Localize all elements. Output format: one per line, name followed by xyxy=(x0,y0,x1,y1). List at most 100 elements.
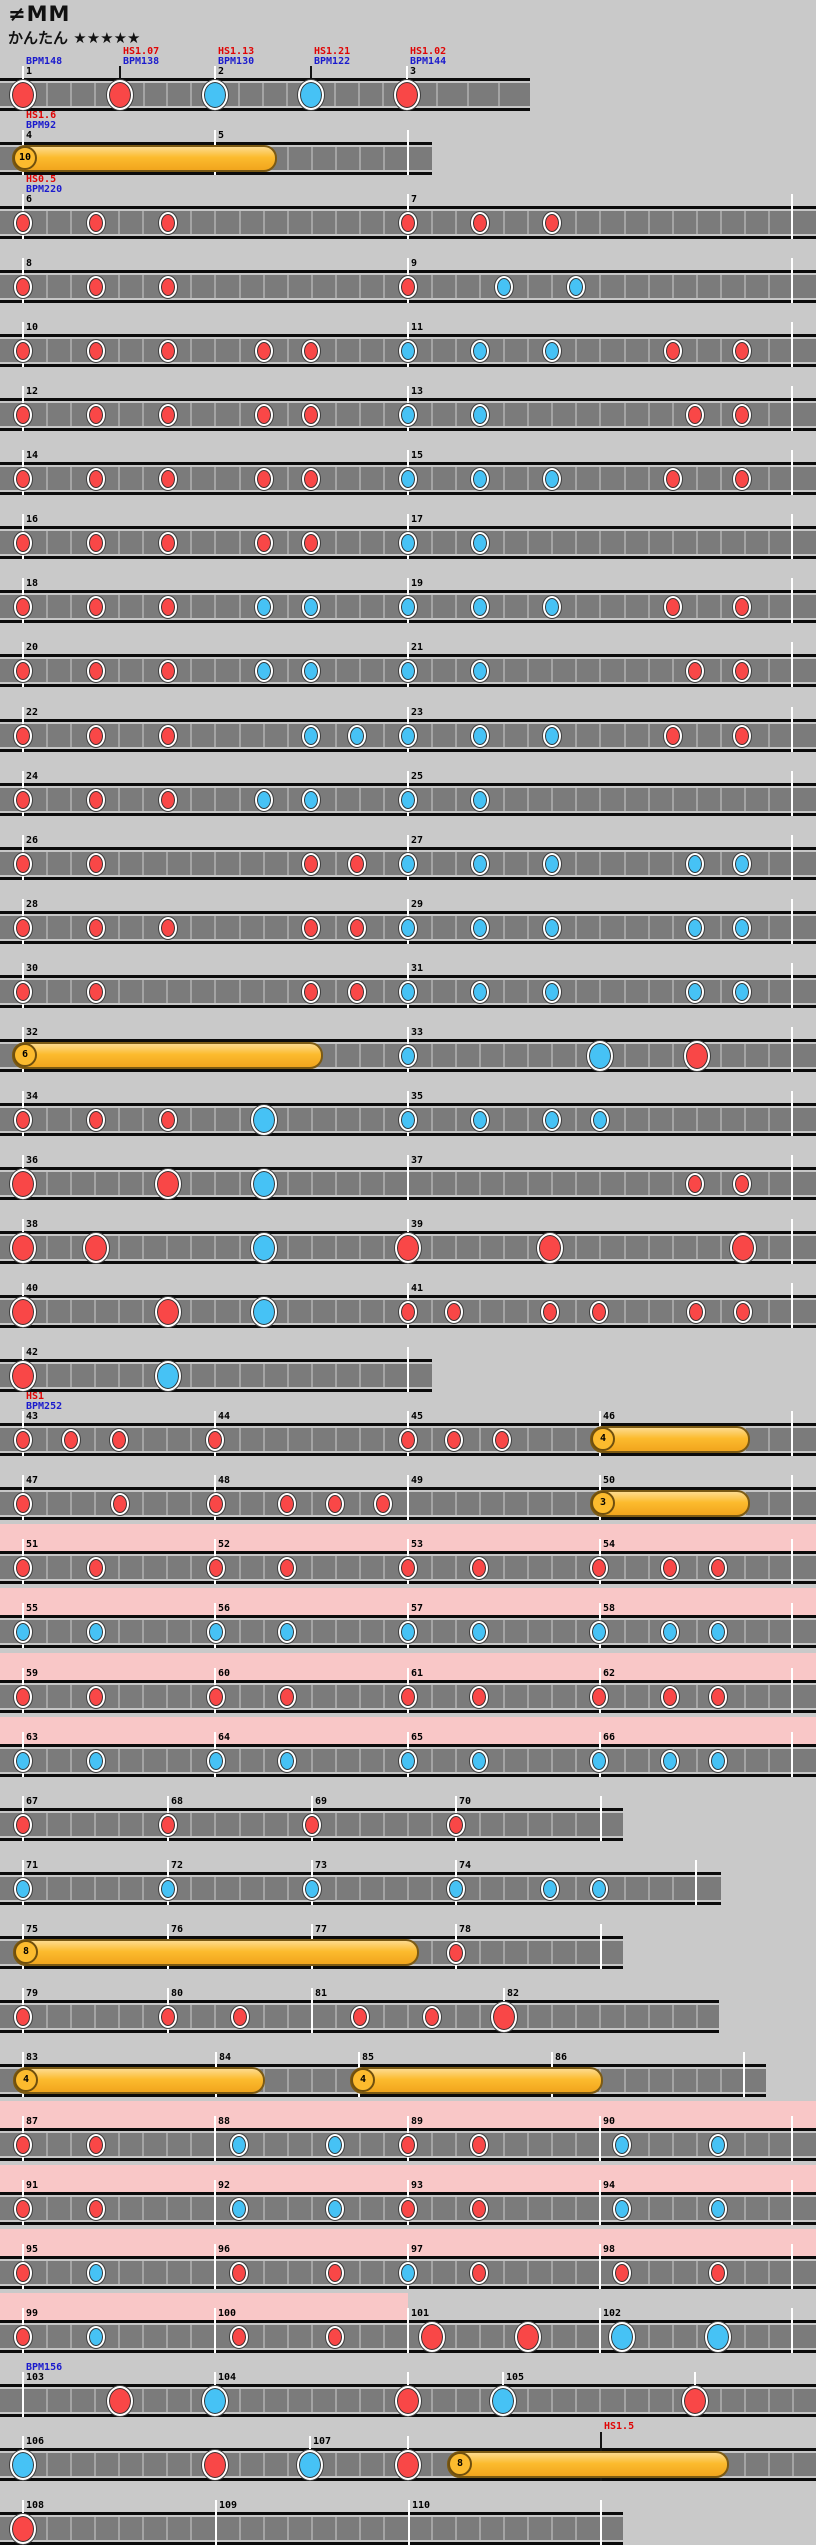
lane-cell-line xyxy=(455,211,458,234)
lane-cell-line xyxy=(190,1300,193,1323)
big-ka-note xyxy=(251,1232,277,1263)
lane-cell-line xyxy=(118,916,121,939)
lane-cell-line xyxy=(142,1492,145,1515)
lane-cell-line xyxy=(623,339,626,362)
lane-cell-line xyxy=(455,2005,458,2028)
measure-line xyxy=(791,578,793,623)
lane-cell-line xyxy=(118,531,121,554)
lane-cell-line xyxy=(599,788,602,811)
lane-cell-line xyxy=(118,1877,121,1900)
don-note xyxy=(302,531,320,554)
big-don-note xyxy=(394,79,420,110)
don-note xyxy=(87,1685,105,1708)
lane-cell-line xyxy=(671,403,674,426)
lane-cell-line xyxy=(599,339,602,362)
lane-cell-line xyxy=(767,531,770,554)
lane-cell-line xyxy=(671,211,674,234)
lane-cell-line xyxy=(142,1428,145,1451)
lane-cell-line xyxy=(671,659,674,682)
lane-cell-line xyxy=(46,1300,49,1323)
lane-cell-line xyxy=(527,852,530,875)
ka-note xyxy=(278,1620,296,1643)
lane-cell-line xyxy=(142,916,145,939)
lane-cell-line xyxy=(647,2325,650,2348)
measure-line xyxy=(791,2244,793,2289)
lane-cell-line xyxy=(647,211,650,234)
balloon-note: 4 xyxy=(14,2068,38,2092)
lane-cell-line xyxy=(118,1364,121,1387)
lane-cell-line xyxy=(334,403,337,426)
lane-cell-line xyxy=(262,275,265,298)
don-note xyxy=(87,2133,105,2156)
lane-cell-line xyxy=(431,2133,434,2156)
lane-cell-line xyxy=(719,1300,722,1323)
ka-note xyxy=(471,852,489,875)
lane-cell-line xyxy=(142,275,145,298)
ka-note xyxy=(399,659,417,682)
lane-cell-line xyxy=(46,1492,49,1515)
lane-cell-line xyxy=(286,659,289,682)
lane-cell-line xyxy=(46,1749,49,1772)
lane-cell-line xyxy=(94,2005,97,2028)
lane-cell-line xyxy=(190,1428,193,1451)
lane-cell-line xyxy=(166,2517,169,2540)
lane-cell-line xyxy=(142,211,145,234)
lane-cell-line xyxy=(358,1877,361,1900)
lane-cell-line xyxy=(503,595,506,618)
lane-cell-line xyxy=(190,1492,193,1515)
lane-cell-line xyxy=(743,1556,746,1579)
lane-cell-line xyxy=(382,2197,385,2220)
lane-cell-line xyxy=(214,916,217,939)
measure-number: 51 xyxy=(26,1539,39,1550)
ka-note xyxy=(399,595,417,618)
lane-cell-line xyxy=(190,1877,193,1900)
don-note xyxy=(613,2261,631,2284)
lane-cell-line xyxy=(575,531,578,554)
ka-note xyxy=(733,852,751,875)
lane-cell-line xyxy=(767,1236,770,1259)
measure-number: 18 xyxy=(26,578,39,589)
lane-cell-line xyxy=(743,531,746,554)
don-note xyxy=(374,1492,392,1515)
lane-cell-line xyxy=(647,275,650,298)
ka-note xyxy=(590,1749,608,1772)
lane-cell-line xyxy=(190,2197,193,2220)
lane-cell-line xyxy=(719,467,722,490)
lane-cell-line xyxy=(503,724,506,747)
lane-cell-line xyxy=(70,980,73,1003)
lane-cell-line xyxy=(70,2453,73,2476)
lane-cell-line xyxy=(719,916,722,939)
don-note xyxy=(87,980,105,1003)
lane-cell-line xyxy=(575,852,578,875)
lane-cell-line xyxy=(46,916,49,939)
lane-cell-line xyxy=(46,2005,49,2028)
don-note xyxy=(14,211,32,234)
lane-cell-line xyxy=(286,2005,289,2028)
lane-cell-line xyxy=(238,916,241,939)
measure-number: 105 xyxy=(506,2372,525,2383)
lane-cell-line xyxy=(310,275,313,298)
measure-number: 12 xyxy=(26,386,39,397)
lane-cell-line xyxy=(238,2453,241,2476)
lane-cell-line xyxy=(671,1108,674,1131)
big-ka-note xyxy=(587,1040,613,1071)
lane-cell-line xyxy=(46,1877,49,1900)
lane-cell-line xyxy=(431,1749,434,1772)
lane-cell-line xyxy=(382,211,385,234)
lane-cell-line xyxy=(599,980,602,1003)
lane-cell-line xyxy=(767,467,770,490)
lane-cell-line xyxy=(262,1492,265,1515)
lane-cell-line xyxy=(647,2133,650,2156)
measure-number: 48 xyxy=(218,1475,231,1486)
big-don-note xyxy=(395,2449,421,2480)
song-title: ≠MM xyxy=(8,2,71,26)
lane-cell-line xyxy=(503,2517,506,2540)
lane-cell-line xyxy=(286,2133,289,2156)
lane-cell-line xyxy=(118,2197,121,2220)
lane-cell-line xyxy=(334,275,337,298)
don-note xyxy=(471,211,489,234)
lane-cell-line xyxy=(719,788,722,811)
ka-note xyxy=(399,2261,417,2284)
lane-cell-line xyxy=(286,531,289,554)
lane-cell-line xyxy=(575,980,578,1003)
